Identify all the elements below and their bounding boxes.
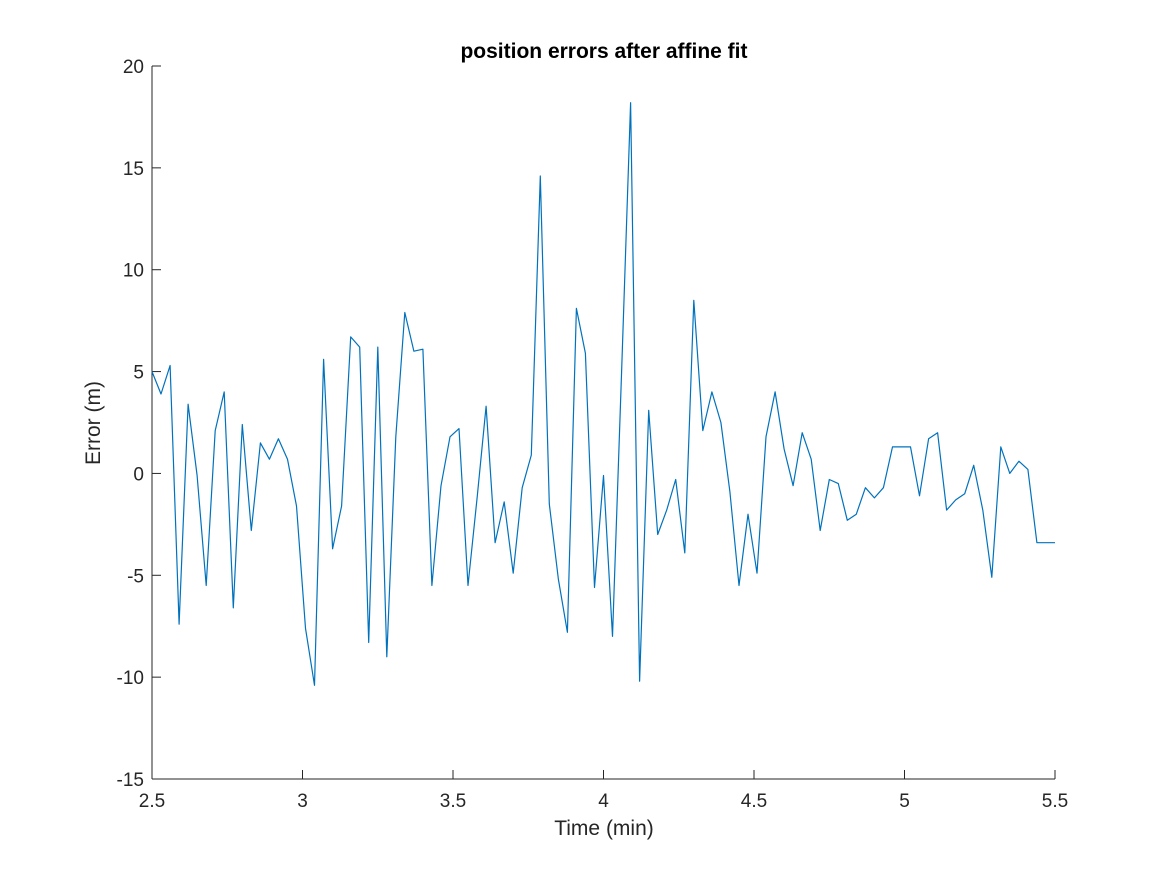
y-tick-label: 10	[123, 261, 144, 282]
y-tick-label: -5	[127, 566, 144, 587]
plot-area	[152, 66, 1055, 779]
chart-title: position errors after affine fit	[460, 40, 747, 63]
x-tick-label: 5	[899, 791, 910, 812]
x-tick-label: 4	[598, 791, 609, 812]
x-tick-label: 2.5	[139, 791, 165, 812]
y-axis-title: Error (m)	[82, 381, 105, 465]
x-tick-label: 3	[297, 791, 308, 812]
x-tick-label: 5.5	[1042, 791, 1068, 812]
y-tick-label: 15	[123, 159, 144, 180]
series-group	[151, 102, 1055, 686]
axes	[151, 66, 1055, 780]
x-axis-title: Time (min)	[554, 817, 654, 840]
x-tick-label: 3.5	[440, 791, 466, 812]
y-tick-label: 0	[133, 464, 144, 485]
x-tick-label: 4.5	[741, 791, 767, 812]
y-tick-label: -10	[117, 668, 144, 689]
y-tick-label: 20	[123, 57, 144, 78]
y-tick-label: -15	[117, 770, 144, 791]
ticks: 2.5 3 3.5 4 4.5 5 5.5 -15 -10 -5 0 5 10 15 20	[117, 57, 1069, 812]
series-line	[151, 102, 1055, 686]
y-tick-label: 5	[133, 363, 144, 384]
